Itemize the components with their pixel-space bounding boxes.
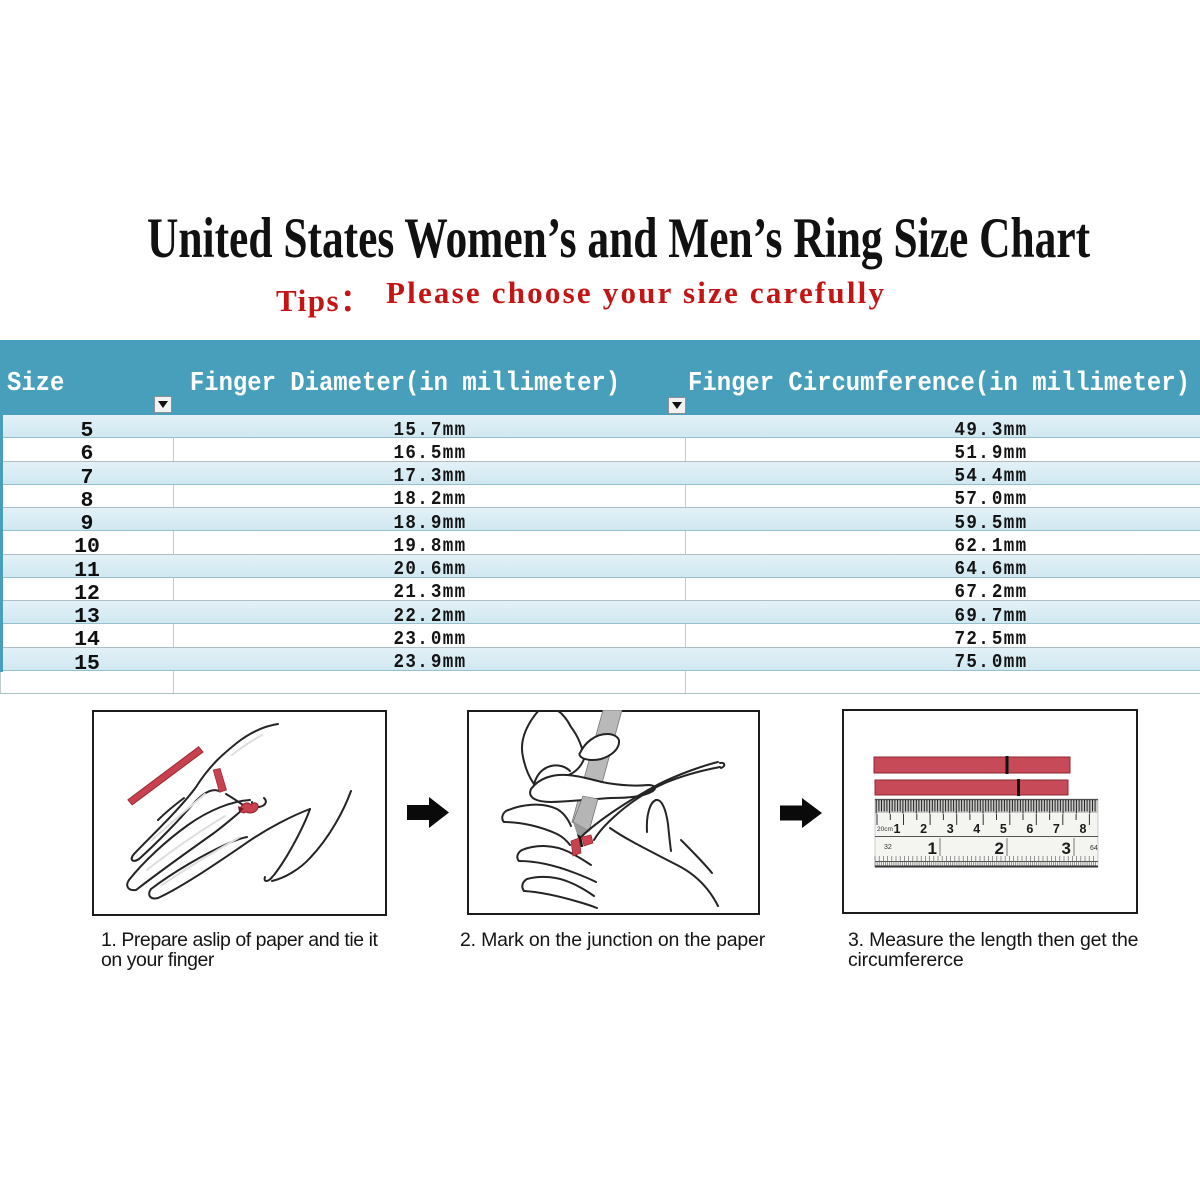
svg-text:3: 3 xyxy=(1062,839,1071,858)
svg-text:3: 3 xyxy=(947,822,954,836)
svg-text:2: 2 xyxy=(995,839,1004,858)
svg-text:1: 1 xyxy=(894,822,901,836)
svg-text:8: 8 xyxy=(1079,822,1086,836)
svg-text:7: 7 xyxy=(1053,822,1060,836)
svg-text:64: 64 xyxy=(1090,845,1098,852)
svg-text:2: 2 xyxy=(920,822,927,836)
svg-text:32: 32 xyxy=(884,844,892,851)
svg-text:6: 6 xyxy=(1026,822,1033,836)
svg-text:1: 1 xyxy=(928,839,937,858)
svg-text:4: 4 xyxy=(973,822,980,836)
svg-text:5: 5 xyxy=(1000,822,1007,836)
svg-text:20cm: 20cm xyxy=(877,826,893,833)
